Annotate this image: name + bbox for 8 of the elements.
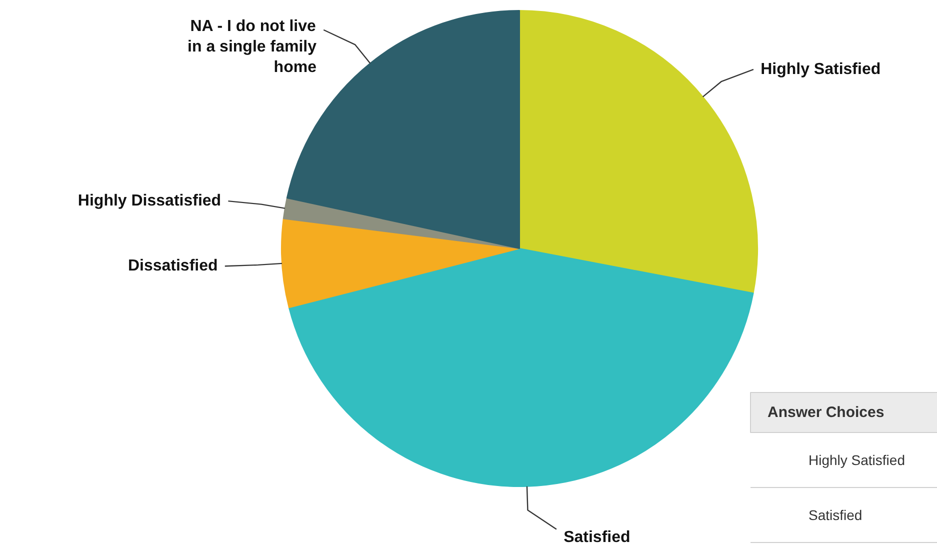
- slice-label: Satisfied: [808, 507, 862, 523]
- text: Answer Choices: [768, 404, 884, 421]
- slice-label: Highly Dissatisfied: [78, 192, 222, 210]
- slice-label: NA - I do not live in a single family home: [188, 18, 317, 76]
- slice-label: Highly Satisfied: [760, 60, 881, 78]
- slice-label: Dissatisfied: [128, 258, 218, 275]
- text: Highly Satisfied: [808, 452, 905, 468]
- slice-label: Satisfied: [564, 529, 630, 546]
